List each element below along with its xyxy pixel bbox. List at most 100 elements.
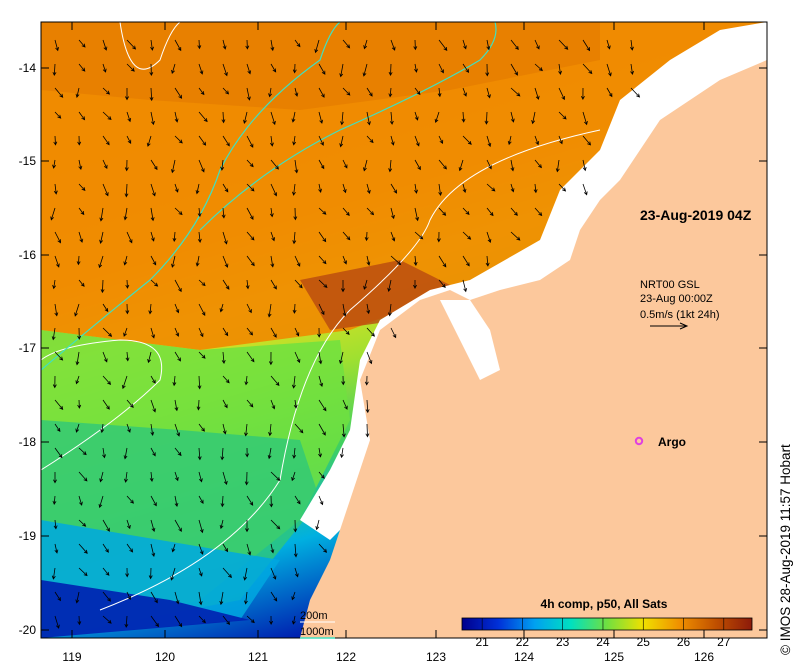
lat-tick-label: -18 xyxy=(19,435,37,449)
lat-tick-label: -17 xyxy=(19,341,37,355)
current-arrow xyxy=(74,303,80,317)
current-arrow xyxy=(246,615,255,624)
lon-tick-label: 119 xyxy=(62,650,81,664)
current-arrow xyxy=(294,255,301,267)
current-arrow xyxy=(270,543,275,554)
current-arrow xyxy=(436,231,441,243)
current-arrow xyxy=(389,111,394,125)
current-arrow xyxy=(555,159,560,173)
current-arrow xyxy=(270,231,275,242)
current-arrow xyxy=(438,135,444,145)
lon-tick-label: 120 xyxy=(155,650,175,664)
current-arrow xyxy=(294,39,301,48)
current-arrow xyxy=(53,519,58,530)
current-arrow xyxy=(363,279,368,290)
current-arrow xyxy=(340,447,344,459)
lat-tick-label: -14 xyxy=(19,61,37,75)
current-arrow xyxy=(198,135,207,146)
current-arrow xyxy=(220,159,225,171)
current-arrow xyxy=(534,207,543,217)
current-arrow xyxy=(291,375,296,389)
current-arrow xyxy=(558,87,565,101)
argo-icon xyxy=(634,436,644,446)
current-arrow xyxy=(150,615,160,628)
current-arrow xyxy=(219,519,224,530)
current-arrow xyxy=(270,399,276,410)
current-arrow xyxy=(318,399,327,412)
colorbar-tick-label: 23 xyxy=(556,635,570,649)
current-arrow xyxy=(558,111,567,120)
current-scale-legend: NRT00 GSL 23-Aug 00:00Z 0.5m/s (1kt 24h) xyxy=(640,279,719,330)
current-arrow xyxy=(54,87,64,98)
current-arrow xyxy=(198,519,204,534)
current-arrow xyxy=(150,39,154,51)
lat-tick-label: -15 xyxy=(19,154,37,168)
current-arrow xyxy=(294,495,301,505)
current-arrow xyxy=(150,207,155,222)
current-arrow xyxy=(414,87,421,96)
current-arrow xyxy=(222,375,230,384)
current-arrow xyxy=(294,567,299,578)
current-arrow xyxy=(267,303,272,318)
current-arrow xyxy=(126,495,134,504)
current-arrow xyxy=(366,183,371,195)
current-arrow xyxy=(198,567,203,577)
current-arrow xyxy=(174,111,179,123)
current-arrow xyxy=(438,63,444,74)
current-arrow xyxy=(174,471,179,482)
current-arrow xyxy=(269,207,274,218)
current-arrow xyxy=(606,39,611,50)
current-arrow xyxy=(174,423,181,437)
current-arrow xyxy=(339,63,344,78)
current-arrow xyxy=(534,159,542,169)
current-arrow xyxy=(174,87,183,99)
lon-tick-label: 124 xyxy=(514,650,534,664)
current-arrow xyxy=(222,615,231,625)
current-arrow xyxy=(534,63,543,72)
colorbar-tick-label: 21 xyxy=(475,635,489,649)
current-arrow xyxy=(314,39,320,54)
current-arrow xyxy=(507,135,512,146)
current-arrow xyxy=(54,303,59,317)
current-arrow xyxy=(102,159,108,170)
current-arrow xyxy=(462,87,467,97)
current-arrow xyxy=(510,111,515,123)
lat-tick-label: -16 xyxy=(19,248,37,262)
current-arrow xyxy=(486,183,496,192)
current-arrow xyxy=(246,327,254,336)
current-arrow xyxy=(390,39,396,51)
current-arrow xyxy=(77,327,82,340)
current-arrow xyxy=(102,375,112,385)
current-arrow xyxy=(197,39,202,50)
current-arrow xyxy=(534,135,540,146)
current-arrow xyxy=(102,543,109,553)
current-arrow xyxy=(388,87,393,98)
current-arrow xyxy=(292,63,297,74)
current-arrow xyxy=(437,87,442,98)
current-arrow xyxy=(485,255,490,267)
current-arrow xyxy=(630,87,641,98)
current-arrow xyxy=(171,543,176,553)
current-arrow xyxy=(558,183,567,192)
current-arrow xyxy=(413,255,418,267)
current-arrow xyxy=(413,280,417,289)
current-arrow xyxy=(146,135,152,147)
current-arrow xyxy=(99,207,104,222)
current-arrow xyxy=(126,39,137,50)
current-arrow xyxy=(318,255,327,265)
current-arrow xyxy=(171,255,176,268)
current-arrow xyxy=(246,159,254,168)
current-arrow xyxy=(246,399,254,408)
current-arrow xyxy=(486,87,491,99)
current-arrow xyxy=(174,303,180,314)
current-arrow xyxy=(414,111,419,121)
current-arrow xyxy=(78,39,86,48)
current-arrow xyxy=(339,135,344,148)
current-arrow xyxy=(149,471,154,483)
current-arrow xyxy=(75,591,80,604)
colorbar-ticks: 21 22 23 24 25 26 27 xyxy=(475,618,731,649)
current-arrow xyxy=(362,63,368,77)
current-arrow xyxy=(75,87,80,98)
current-arrow xyxy=(198,495,204,504)
current-arrow xyxy=(366,135,374,144)
